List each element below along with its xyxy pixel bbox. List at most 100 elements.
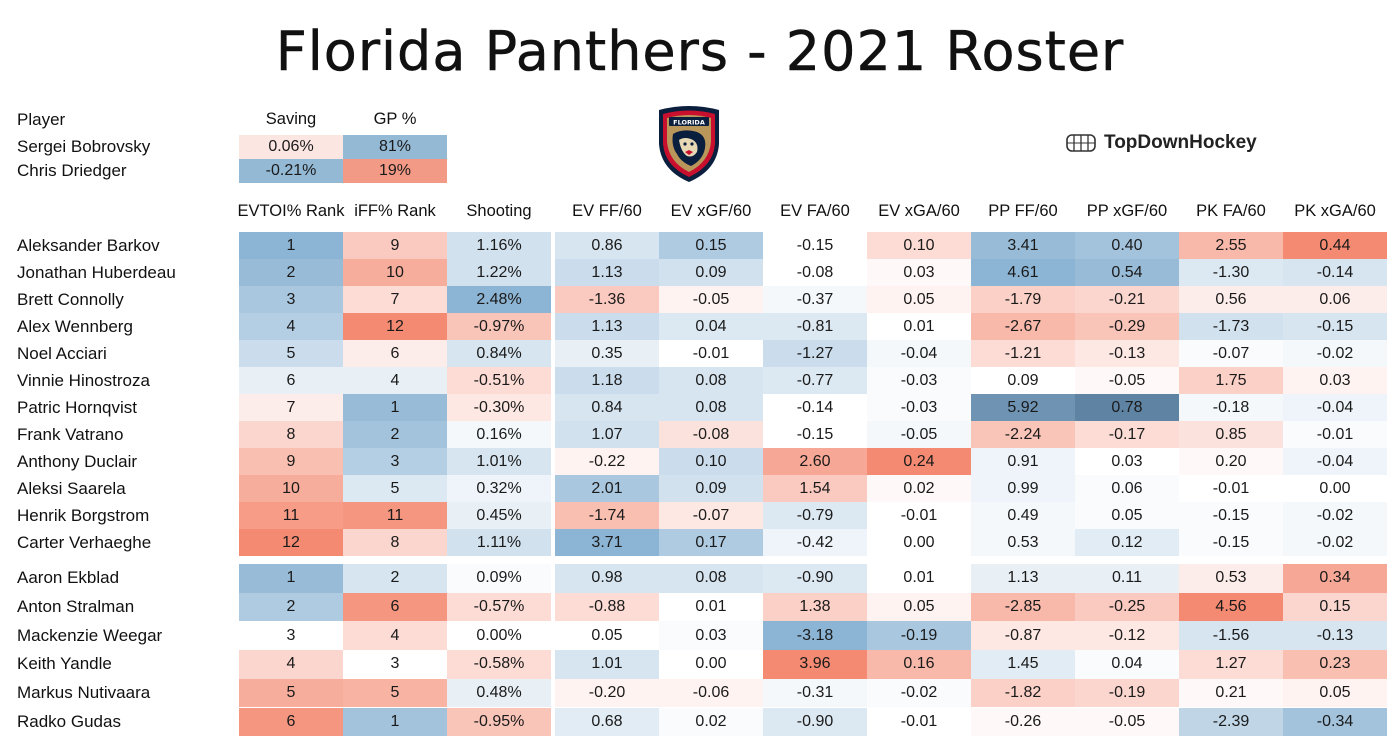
stat-cell: 11 (239, 502, 343, 529)
stat-cell: 2.48% (447, 286, 551, 313)
stat-cell: 0.03 (1283, 367, 1387, 394)
stat-cell: 0.06 (1283, 286, 1387, 313)
player-name: Brett Connolly (17, 289, 124, 309)
stat-cell: -0.37 (763, 286, 867, 313)
stat-cell: 0.01 (659, 592, 763, 622)
stat-cell: 2.55 (1179, 232, 1283, 259)
stat-cell: -0.22 (555, 448, 659, 475)
stat-cell: 1 (343, 394, 447, 421)
player-name: Alex Wennberg (17, 316, 133, 336)
stat-cell: -0.01 (867, 502, 971, 529)
stat-cell: -0.05 (1075, 367, 1179, 394)
table-row: Jonathan Huberdeau 2 10 1.22% 1.13 0.09 -0.08 0… (0, 259, 1400, 286)
column-header: PK FA/60 (1196, 202, 1266, 220)
stat-cell: -0.15 (1179, 529, 1283, 556)
player-name: Aleksander Barkov (17, 235, 160, 255)
stat-cell: 1.45 (971, 650, 1075, 679)
stat-cell: -0.18 (1179, 394, 1283, 421)
stat-cell: 8 (343, 529, 447, 556)
table-row: Brett Connolly 3 7 2.48% -1.36 -0.05 -0.37 0.05… (0, 286, 1400, 313)
stat-cell: -0.03 (867, 394, 971, 421)
goalie-header-player: Player (17, 110, 66, 129)
stat-cell: 6 (239, 367, 343, 394)
stat-cell: 0.21 (1179, 678, 1283, 708)
stat-cell: 0.34 (1283, 564, 1387, 593)
stat-cell: 0.99 (971, 475, 1075, 502)
stat-cell: 0.06 (1075, 475, 1179, 502)
stat-cell: -0.12 (1075, 621, 1179, 651)
stat-cell: -1.82 (971, 678, 1075, 708)
stat-cell: -0.19 (1075, 678, 1179, 708)
stat-cell: 0.05 (867, 286, 971, 313)
stat-cell: -0.15 (763, 421, 867, 448)
stat-cell: 2.01 (555, 475, 659, 502)
stat-cell: 0.11 (1075, 564, 1179, 593)
stat-cell: 0.44 (1283, 232, 1387, 259)
table-row: Vinnie Hinostroza 6 4 -0.51% 1.18 0.08 -0.77 -0… (0, 367, 1400, 394)
table-row: Patric Hornqvist 7 1 -0.30% 0.84 0.08 -0.14 -0.… (0, 394, 1400, 421)
stat-cell: -1.56 (1179, 621, 1283, 651)
stat-cell: -0.01 (1283, 421, 1387, 448)
stat-cell: 1.38 (763, 592, 867, 622)
stat-cell: -0.15 (1283, 313, 1387, 340)
stat-cell: 0.10 (867, 232, 971, 259)
stat-cell: 1.01 (555, 650, 659, 679)
stat-cell: 0.02 (867, 475, 971, 502)
stat-cell: -0.97% (447, 313, 551, 340)
stat-cell: 7 (343, 286, 447, 313)
stat-cell: 0.23 (1283, 650, 1387, 679)
stat-cell: -0.07 (659, 502, 763, 529)
stat-cell: -0.34 (1283, 707, 1387, 737)
stat-cell: -2.24 (971, 421, 1075, 448)
stat-cell: -0.07 (1179, 340, 1283, 367)
stat-cell: -0.13 (1075, 340, 1179, 367)
stat-cell: 0.84% (447, 340, 551, 367)
stat-cell: 0.02 (659, 707, 763, 737)
player-name: Aaron Ekblad (17, 568, 120, 588)
stat-cell: 2.60 (763, 448, 867, 475)
stat-cell: 0.16 (867, 650, 971, 679)
stat-cell: 2 (343, 421, 447, 448)
player-name: Vinnie Hinostroza (17, 370, 150, 390)
player-name: Markus Nutivaara (17, 683, 151, 703)
stat-cell: 0.10 (659, 448, 763, 475)
stat-cell: 3 (343, 448, 447, 475)
stat-cell: -0.08 (763, 259, 867, 286)
stat-cell: 1.01% (447, 448, 551, 475)
stat-cell: 4 (343, 621, 447, 651)
stat-cell: -0.51% (447, 367, 551, 394)
stat-cell: -0.08 (659, 421, 763, 448)
column-header: iFF% Rank (354, 202, 436, 220)
stat-cell: -0.88 (555, 592, 659, 622)
stat-cell: -0.87 (971, 621, 1075, 651)
rink-icon (1066, 134, 1096, 152)
goalie-saving-cell: -0.21% (239, 159, 343, 183)
stat-cell: 9 (239, 448, 343, 475)
stat-cell: -0.04 (1283, 448, 1387, 475)
column-header: EV xGA/60 (878, 202, 960, 220)
stat-cell: 3 (239, 286, 343, 313)
stat-cell: 1.13 (555, 313, 659, 340)
stat-cell: -1.74 (555, 502, 659, 529)
table-row: Aleksi Saarela 10 5 0.32% 2.01 0.09 1.54 0.02 0.… (0, 475, 1400, 502)
stat-cell: -0.17 (1075, 421, 1179, 448)
stat-cell: 0.91 (971, 448, 1075, 475)
stat-cell: -0.02 (1283, 340, 1387, 367)
stat-cell: 0.17 (659, 529, 763, 556)
goalie-name: Sergei Bobrovsky (17, 137, 151, 156)
stat-cell: 0.09 (659, 475, 763, 502)
table-row: Keith Yandle 4 3 -0.58% 1.01 0.00 3.96 0.16 1.45… (0, 650, 1400, 679)
stat-cell: -0.29 (1075, 313, 1179, 340)
stat-cell: 11 (343, 502, 447, 529)
stat-cell: 0.04 (659, 313, 763, 340)
stat-cell: 0.85 (1179, 421, 1283, 448)
stat-cell: 12 (239, 529, 343, 556)
stat-cell: 10 (239, 475, 343, 502)
goalie-gp-cell: 19% (343, 159, 447, 183)
stat-cell: -0.13 (1283, 621, 1387, 651)
table-row: Alex Wennberg 4 12 -0.97% 1.13 0.04 -0.81 0.01-… (0, 313, 1400, 340)
column-header: Shooting (466, 202, 532, 220)
stat-cell: 4 (239, 313, 343, 340)
table-row: Carter Verhaeghe 12 8 1.11% 3.71 0.17 -0.42 0.0… (0, 529, 1400, 556)
column-header: PK xGA/60 (1294, 202, 1376, 220)
